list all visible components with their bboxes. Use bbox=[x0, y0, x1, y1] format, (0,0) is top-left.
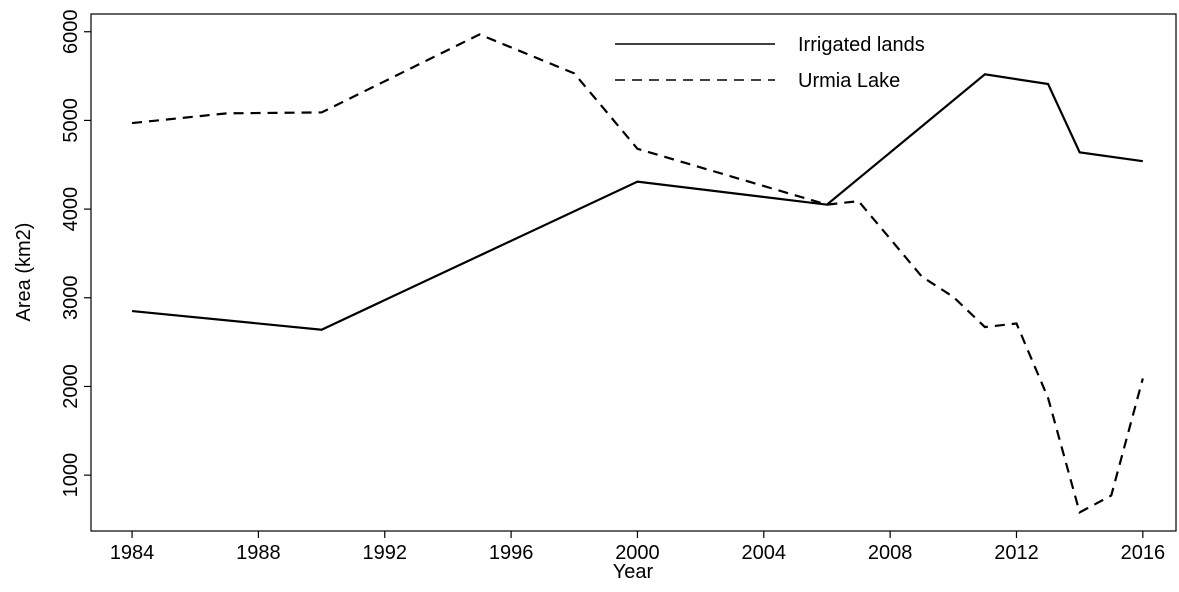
data-line bbox=[131, 73, 1143, 331]
legend-label: Irrigated lands bbox=[798, 34, 925, 56]
y-axis-label: Area (km2) bbox=[13, 223, 35, 322]
x-tick-label: 1992 bbox=[363, 542, 408, 564]
x-tick-label: 2012 bbox=[994, 542, 1039, 564]
x-axis-label: Year bbox=[613, 561, 654, 583]
y-tick-label: 3000 bbox=[60, 276, 82, 321]
x-tick-label: 1984 bbox=[110, 542, 155, 564]
x-tick-label: 1988 bbox=[236, 542, 281, 564]
y-tick-label: 1000 bbox=[60, 453, 82, 498]
y-tick-label: 4000 bbox=[60, 187, 82, 232]
data-line bbox=[131, 33, 1144, 514]
y-tick-label: 6000 bbox=[60, 9, 82, 54]
x-tick-label: 2016 bbox=[1121, 542, 1166, 564]
x-tick-label: 2000 bbox=[615, 542, 660, 564]
x-tick-label: 2008 bbox=[868, 542, 913, 564]
x-tick-label: 2004 bbox=[742, 542, 787, 564]
y-tick-label: 2000 bbox=[60, 364, 82, 409]
plot-frame bbox=[90, 13, 1177, 532]
legend-label: Urmia Lake bbox=[798, 70, 900, 92]
y-tick-label: 5000 bbox=[60, 98, 82, 143]
x-tick-label: 1996 bbox=[489, 542, 534, 564]
